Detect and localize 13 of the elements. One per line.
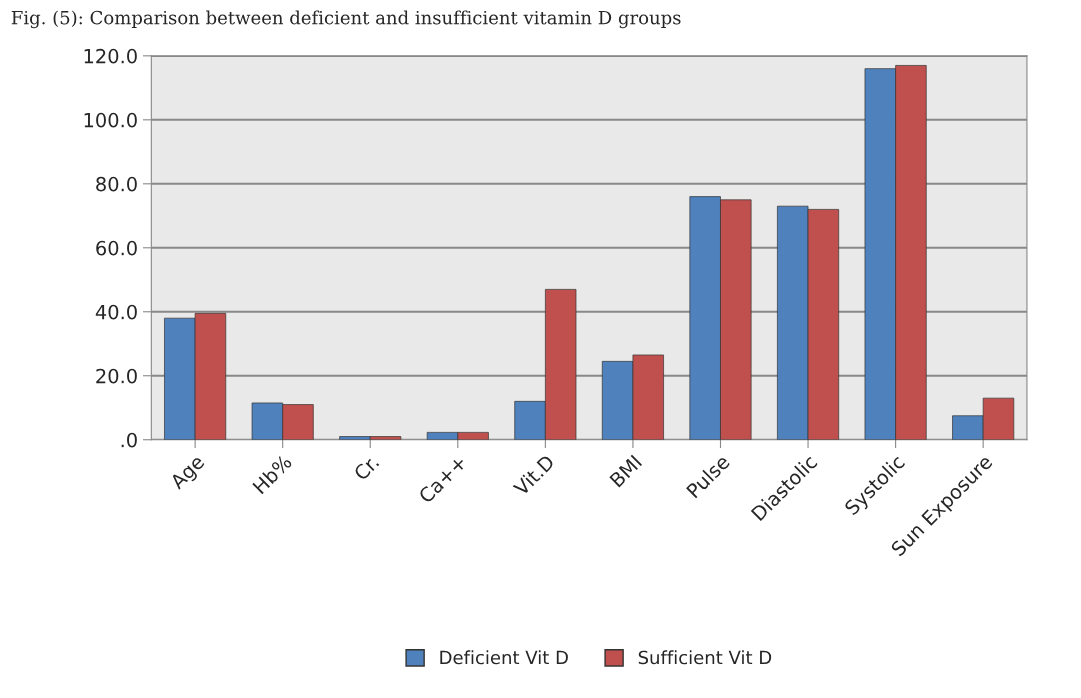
y-tick-label: 120.0 [84,48,137,64]
x-tick-label: BMI [609,454,643,488]
y-tick-label: 100.0 [84,112,137,128]
legend-label: Sufficient Vit D [638,650,772,665]
y-tick-label: 60.0 [96,240,137,256]
y-tick-label: 40.0 [95,304,137,320]
legend-label: Deficient Vit D [440,650,568,665]
y-tick-label: .0 [121,432,137,448]
chart-title: Fig. (5): Comparison between deficient and insufficient vitamin D groups [11,10,681,29]
y-tick-label: 20.0 [96,368,137,384]
x-tick-label: Age [169,454,208,493]
y-tick-label: 80.0 [96,176,137,192]
x-tick-label: Cr. [352,454,380,482]
